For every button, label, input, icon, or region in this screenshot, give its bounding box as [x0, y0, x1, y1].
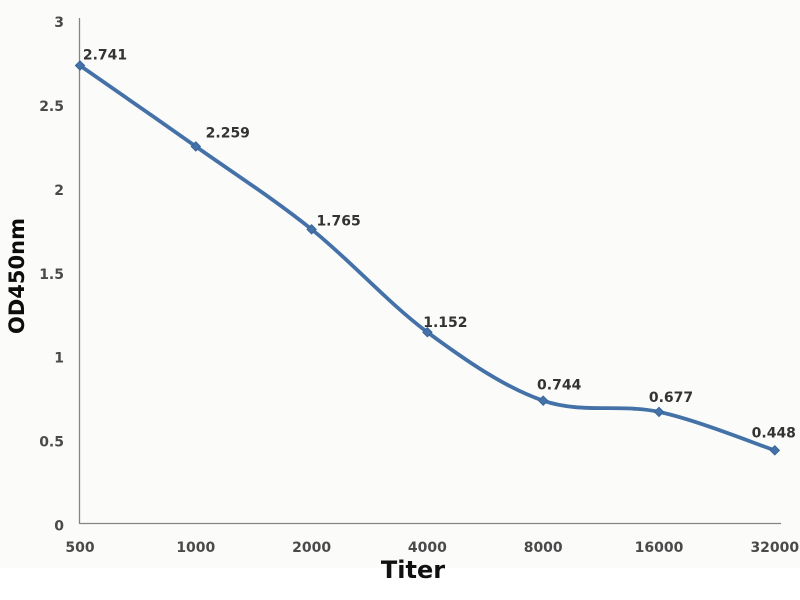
- x-tick-label: 1000: [176, 540, 215, 556]
- y-tick-label: 1.5: [39, 267, 64, 283]
- y-tick-label: 3: [54, 15, 64, 31]
- x-tick-label: 4000: [408, 540, 447, 556]
- data-point-label: 0.744: [537, 378, 582, 394]
- x-tick-label: 8000: [524, 540, 563, 556]
- x-tick-label: 2000: [292, 540, 331, 556]
- data-point-label: 0.677: [649, 390, 693, 406]
- bottom-margin-strip: [0, 568, 800, 600]
- data-point-marker: [190, 141, 202, 152]
- data-point-marker: [769, 445, 781, 456]
- data-point-marker: [74, 60, 86, 71]
- x-tick-label: 500: [65, 540, 94, 556]
- data-point-label: 2.259: [206, 125, 250, 141]
- data-point-marker: [653, 406, 665, 418]
- data-point-marker: [422, 326, 433, 338]
- data-point-label: 1.152: [423, 315, 467, 331]
- data-point-marker: [537, 395, 549, 406]
- y-tick-label: 2: [54, 183, 64, 199]
- x-tick-label: 16000: [635, 540, 684, 556]
- x-axis-title: Titer: [380, 556, 446, 584]
- data-point-label: 2.741: [83, 48, 127, 64]
- x-tick-label: 32000: [750, 540, 799, 556]
- y-tick-label: 1: [54, 351, 64, 367]
- data-point-label: 0.448: [752, 425, 796, 441]
- y-tick-label: 0.5: [39, 435, 64, 451]
- data-point-marker: [306, 224, 317, 235]
- data-point-label: 1.765: [316, 213, 360, 229]
- y-tick-label: 2.5: [39, 99, 64, 115]
- y-tick-label: 0: [54, 519, 64, 535]
- y-axis-title: OD450nm: [5, 218, 29, 334]
